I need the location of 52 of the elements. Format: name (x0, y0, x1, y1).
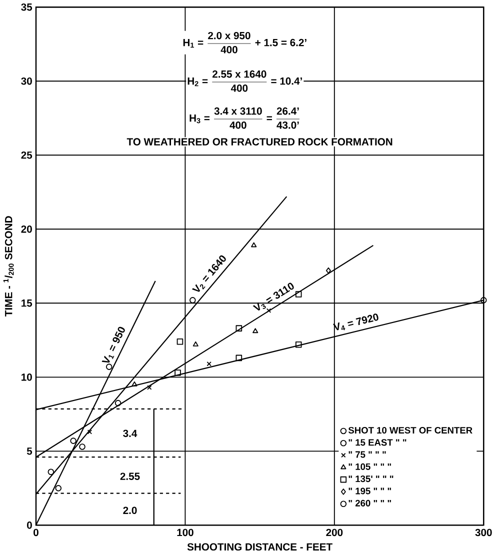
point (55, 485, 62, 492)
annotation: 2.0 (123, 506, 137, 514)
point (115, 400, 122, 406)
legend-label: " 135' " " " (348, 476, 394, 482)
legend-label: " 260 " " " (348, 500, 392, 506)
annotation: 3.4 (123, 430, 138, 438)
point (176, 338, 184, 345)
point (193, 341, 199, 346)
point (79, 444, 86, 450)
y-tick-label: 0 (27, 522, 32, 529)
point (147, 385, 152, 390)
point (190, 297, 196, 304)
annotation: TO WEATHERED OR FRACTURED ROCK FORMATION (127, 138, 392, 146)
legend-label: " 75 " " " (348, 451, 386, 458)
y-tick-label: 25 (21, 151, 32, 159)
point (251, 242, 257, 248)
y-axis-title: TIME - $^{1}$/$_{200}$ SECOND (4, 216, 14, 316)
annotation: $\text{H}_{\text{2}}\text{ = }\frac{\text{2.55 x 1640}}{\text{400}}\text{ = 10.4'}$ (188, 70, 302, 92)
legend-label: SHOT 10 WEST OF CENTER (348, 426, 473, 434)
y-tick-label: 5 (27, 448, 32, 455)
point (266, 308, 272, 313)
x-axis-title: SHOOTING DISTANCE - FEET (188, 543, 333, 551)
point (326, 267, 332, 274)
annotation: 2.55 (120, 472, 140, 480)
x-tick-label: 300 (475, 528, 492, 536)
y-tick-label: 20 (21, 225, 32, 233)
point (70, 438, 77, 444)
annotation: $\text{H}_{\text{3}}\text{ = }\frac{\text{3.4 x 3110}}{\text{400}}\text{ = }\frac{\text{26.4'}}{\text{43.0'}}$ (190, 107, 300, 129)
x-tick-label: 200 (326, 528, 343, 536)
point (132, 381, 138, 386)
point (236, 354, 242, 362)
y-tick-label: 15 (22, 300, 32, 307)
legend-label: " 195 " " " (348, 488, 392, 494)
point (236, 325, 242, 332)
point (48, 468, 54, 476)
point (296, 291, 302, 298)
point (174, 370, 182, 376)
point (296, 341, 302, 348)
annotation: $\text{H}_{\text{1}}\text{ = }\frac{\text{2.0 x 950}}{\text{400}}\text{ + 1.5 = 6.2'}$ (184, 32, 307, 54)
y-tick-label: 10 (22, 374, 32, 381)
legend-label: " 105 " " " (348, 463, 392, 470)
y-tick-label: 30 (21, 77, 32, 85)
x-tick-label: 100 (177, 528, 194, 536)
legend-label: " 15 EAST " " (348, 439, 406, 446)
point (106, 364, 112, 370)
point (206, 361, 212, 366)
x-tick-label: 0 (34, 528, 39, 536)
text: V$_{3}$ = 3110 (252, 282, 294, 311)
point (252, 328, 258, 334)
point (88, 430, 92, 434)
text: V$_{1}$ = 950 (102, 326, 126, 363)
y-tick-label: 35 (21, 3, 32, 11)
